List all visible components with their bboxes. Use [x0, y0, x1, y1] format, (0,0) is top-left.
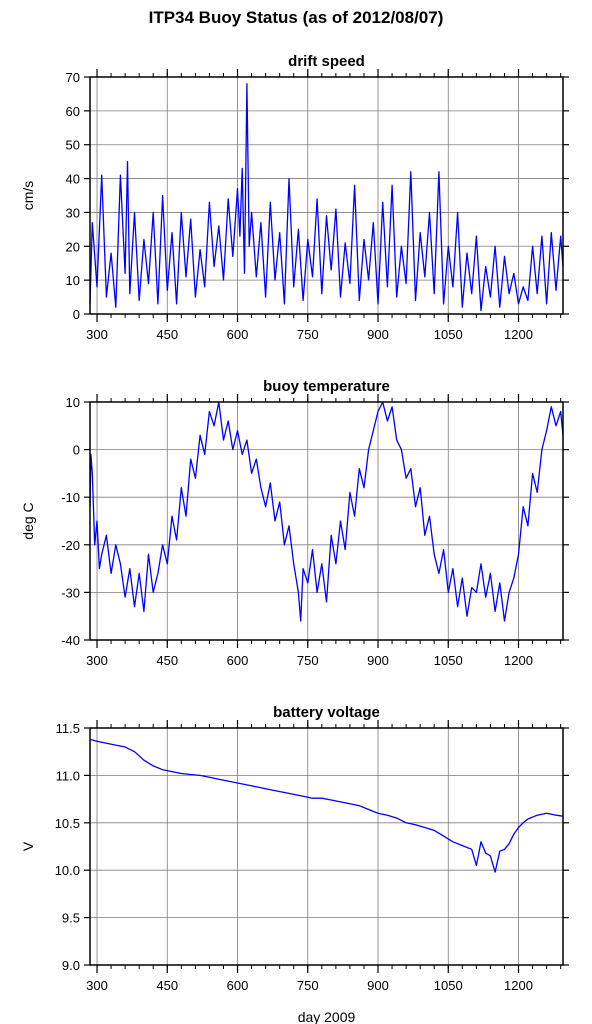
- series-line: [89, 83, 564, 312]
- y-tick-label: 0: [73, 443, 80, 458]
- y-tick-label: -10: [61, 490, 80, 505]
- y-tick-label: -30: [61, 585, 80, 600]
- series-line: [89, 401, 564, 622]
- y-axis-label: deg C: [20, 502, 36, 539]
- y-tick-label: 10: [66, 395, 80, 410]
- y-tick-label: 10: [66, 273, 80, 288]
- x-tick-label: 900: [367, 978, 389, 993]
- y-tick-label: 50: [66, 138, 80, 153]
- x-tick-label: 450: [156, 327, 178, 342]
- y-tick-label: 10.5: [55, 816, 80, 831]
- plot-frame: [89, 76, 564, 315]
- y-tick-label: 9.5: [62, 911, 80, 926]
- y-axis-label: V: [20, 841, 36, 851]
- y-tick-label: 9.0: [62, 958, 80, 973]
- chart-title: buoy temperature: [263, 378, 390, 395]
- x-tick-label: 1050: [434, 978, 463, 993]
- x-tick-label: 900: [367, 653, 389, 668]
- y-tick-label: 0: [73, 307, 80, 322]
- x-tick-label: 600: [227, 653, 249, 668]
- x-tick-label: 1050: [434, 653, 463, 668]
- x-tick-label: 750: [297, 653, 319, 668]
- x-tick-label: 600: [227, 327, 249, 342]
- y-tick-label: 11.0: [56, 768, 80, 783]
- y-tick-label: 40: [66, 172, 80, 187]
- x-tick-label: 750: [297, 978, 319, 993]
- x-tick-label: 300: [86, 653, 108, 668]
- y-tick-label: -40: [61, 633, 80, 648]
- y-tick-label: 20: [66, 239, 80, 254]
- y-tick-label: -20: [61, 538, 80, 553]
- x-tick-label: 1050: [434, 327, 463, 342]
- x-tick-label: 450: [156, 978, 178, 993]
- x-tick-label: 1200: [504, 327, 533, 342]
- y-tick-label: 70: [66, 70, 80, 85]
- plot-frame: [89, 727, 564, 966]
- y-tick-label: 10.0: [55, 863, 80, 878]
- x-tick-label: 1200: [504, 978, 533, 993]
- x-tick-label: 750: [297, 327, 319, 342]
- chart-title: drift speed: [288, 53, 365, 70]
- x-tick-label: 300: [86, 327, 108, 342]
- x-tick-label: 900: [367, 327, 389, 342]
- y-tick-label: 11.5: [56, 721, 80, 736]
- series-line: [89, 738, 564, 873]
- x-tick-label: 300: [86, 978, 108, 993]
- x-axis-label: day 2009: [298, 1009, 356, 1024]
- x-tick-label: 1200: [504, 653, 533, 668]
- y-tick-label: 60: [66, 104, 80, 119]
- plot-frame: [89, 401, 564, 641]
- page-title: ITP34 Buoy Status (as of 2012/08/07): [148, 8, 444, 27]
- x-tick-label: 600: [227, 978, 249, 993]
- x-tick-label: 450: [156, 653, 178, 668]
- chart-title: battery voltage: [273, 704, 380, 721]
- y-axis-label: cm/s: [20, 181, 36, 211]
- y-tick-label: 30: [66, 205, 80, 220]
